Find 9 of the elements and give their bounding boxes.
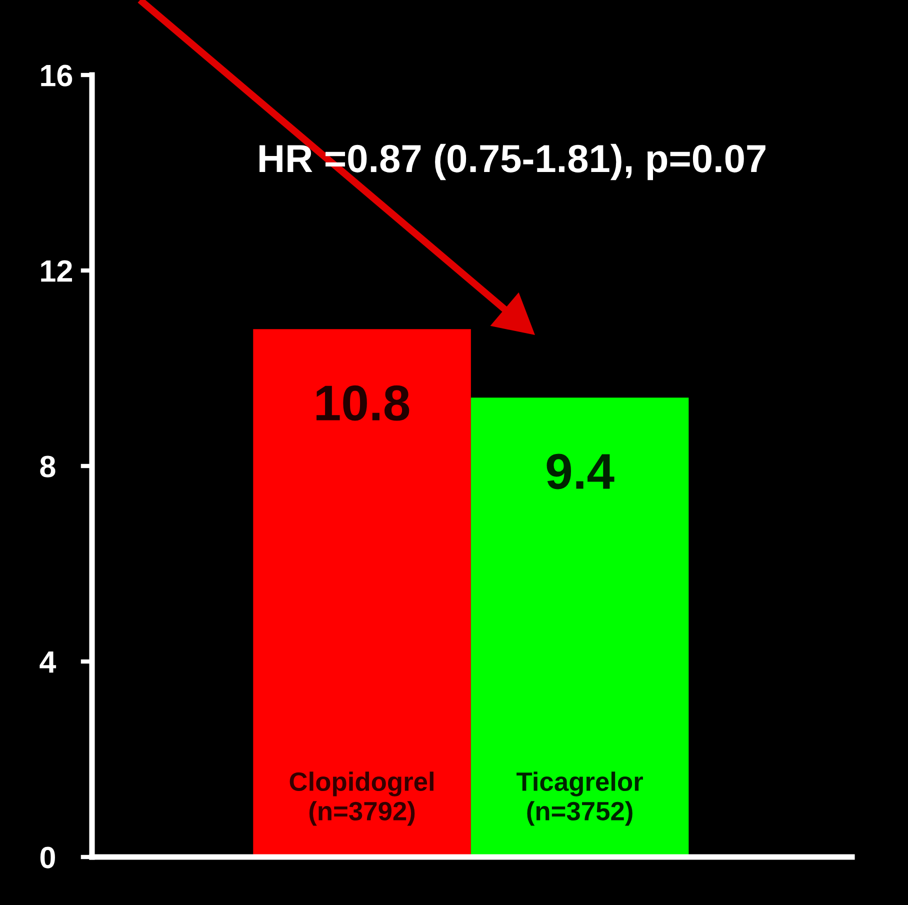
y-tick-label: 12 <box>41 260 72 282</box>
y-tick-label: 16 <box>41 64 72 86</box>
data-label: 10.8 <box>316 385 410 421</box>
y-tick-label: 0 <box>40 846 55 868</box>
y-tick-label: 8 <box>40 456 56 478</box>
data-label: 9.4 <box>546 454 614 490</box>
x-tick-label: Ticagrelor (n=3752) <box>516 772 643 826</box>
y-tick-label: 4 <box>40 652 56 673</box>
x-tick-label: Clopidogrel (n=3792) <box>290 772 434 826</box>
